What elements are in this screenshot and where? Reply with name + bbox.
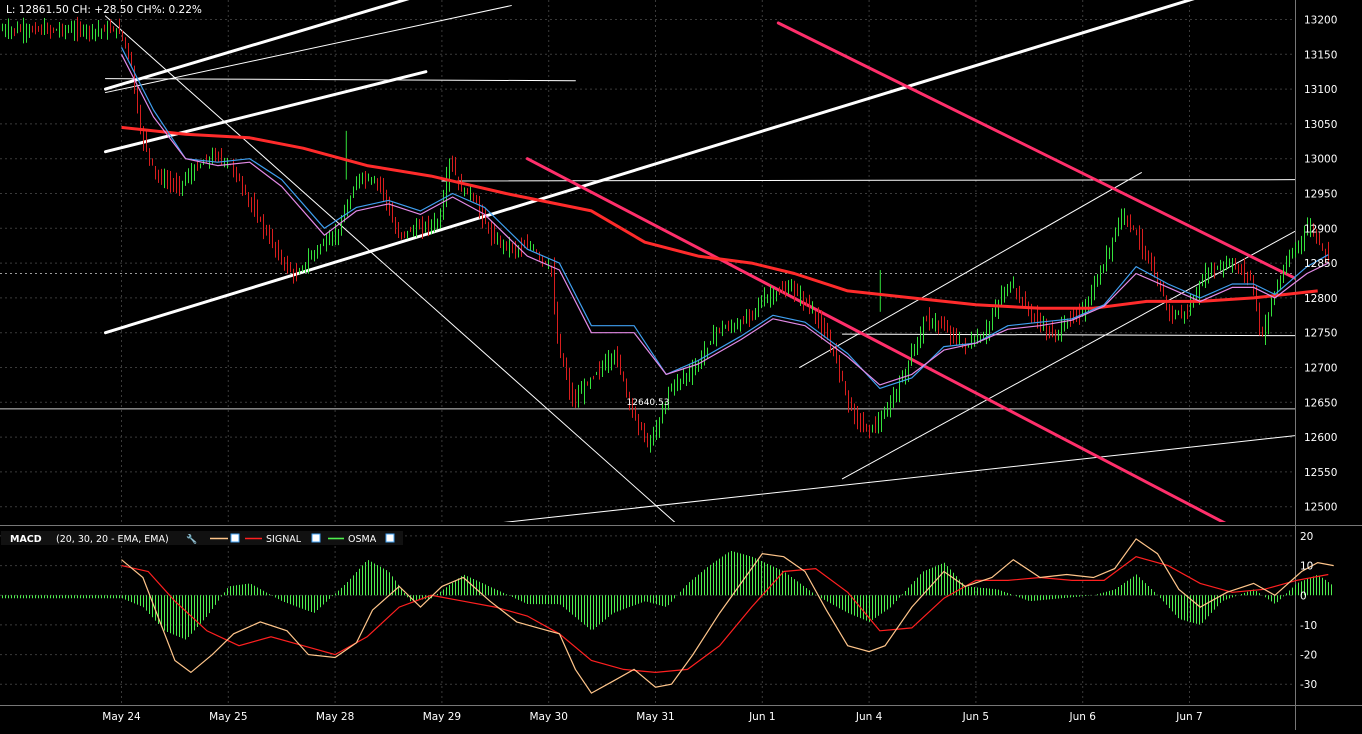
macd-legend-params: (20, 30, 20 - EMA, EMA): [56, 534, 169, 545]
macd-legend: MACD (20, 30, 20 - EMA, EMA) 🔧 SIGNAL OS…: [1, 531, 403, 545]
signal-visibility-checkbox[interactable]: [311, 533, 321, 543]
trend-line: [104, 5, 512, 94]
trend-line: [503, 435, 1295, 522]
price-axis-tick-label: 13200: [1304, 14, 1337, 26]
trend-line: [799, 172, 1142, 368]
time-axis-tick-label: Jun 5: [962, 711, 989, 723]
trend-line: [103, 70, 428, 154]
time-axis-tick-label: May 30: [529, 711, 567, 723]
price-axis-tick-label: 12850: [1304, 258, 1337, 270]
time-axis-tick-label: May 24: [102, 711, 141, 723]
macd-axis-tick-label: 0: [1300, 590, 1307, 602]
time-axis-tick-label: Jun 6: [1068, 711, 1096, 723]
macd-axis-tick-label: -10: [1300, 620, 1317, 632]
info-line: L: 12861.50 CH: +28.50 CH%: 0.22%: [6, 4, 202, 16]
time-axis-tick-label: May 31: [636, 711, 674, 723]
ma-line-long_ma: [121, 125, 1318, 310]
moving-average-layer: [120, 47, 1329, 389]
macd-layer: [2, 538, 1334, 694]
trend-line: [841, 230, 1295, 480]
price-axis-tick-label: 13000: [1304, 154, 1337, 166]
macd-legend-label: MACD: [10, 534, 42, 545]
price-axis-tick-label: 12500: [1304, 502, 1337, 514]
trend-line: [103, 0, 1195, 335]
trend-line: [103, 0, 410, 91]
macd-axis-tick-label: -30: [1300, 679, 1317, 691]
price-axis-tick-label: 13100: [1304, 84, 1337, 96]
price-axis-tick-label: 12800: [1304, 293, 1337, 305]
price-axis-tick-label: 12550: [1304, 467, 1337, 479]
trend-line: [104, 78, 576, 82]
macd-line: [121, 538, 1334, 694]
trend-line: [776, 21, 1295, 280]
price-axis-tick-label: 12600: [1304, 432, 1337, 444]
candle-layer: [2, 16, 1329, 453]
time-axis-tick-label: Jun 7: [1175, 711, 1202, 723]
trend-line: [104, 15, 676, 522]
trend-line: [525, 157, 1227, 522]
trend-line: [441, 179, 1295, 182]
price-axis-tick-label: 12650: [1304, 397, 1337, 409]
osma-legend-label: OSMA: [348, 534, 377, 545]
time-axis-tick-label: Jun 1: [748, 711, 775, 723]
macd-axis-tick-label: 10: [1300, 561, 1313, 573]
signal-legend-label: SIGNAL: [266, 534, 302, 545]
time-axis-tick-label: May 29: [423, 711, 461, 723]
macd-legend-background: [1, 531, 403, 545]
price-annotation-label: 12640.53: [627, 398, 670, 408]
price-axis-tick-label: 13150: [1304, 49, 1337, 61]
trend-line: [841, 333, 1295, 337]
price-axis-tick-label: 12950: [1304, 188, 1337, 200]
macd-visibility-checkbox[interactable]: [230, 533, 240, 543]
time-axis-tick-label: May 28: [316, 711, 354, 723]
ma-line-ema_fast: [120, 47, 1329, 389]
price-axis-tick-label: 12900: [1304, 223, 1337, 235]
trend-line-layer: [0, 0, 1295, 522]
price-axis-tick-label: 12700: [1304, 362, 1337, 374]
macd-axis-tick-label: -20: [1300, 650, 1317, 662]
price-axis-tick-label: 13050: [1304, 119, 1337, 131]
ma-line-ema_slow: [120, 54, 1329, 386]
price-axis-tick-label: 12750: [1304, 328, 1337, 340]
time-axis-tick-label: Jun 4: [855, 711, 883, 723]
macd-wrench-icon[interactable]: 🔧: [186, 533, 197, 545]
time-axis-tick-label: May 25: [209, 711, 247, 723]
osma-visibility-checkbox[interactable]: [385, 533, 395, 543]
macd-axis-tick-label: 20: [1300, 531, 1313, 543]
axis-layer: 12500 12550 12600 12650 12700 12750 12800 12850…: [102, 14, 1337, 723]
signal-line: [121, 556, 1329, 674]
